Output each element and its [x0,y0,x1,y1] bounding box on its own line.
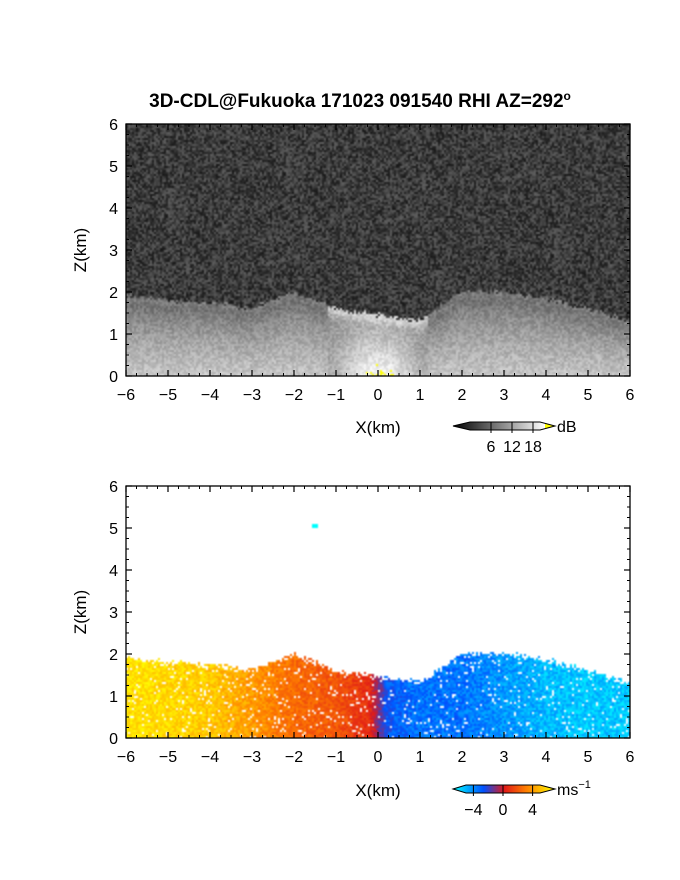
x-tick-label: 2 [458,387,467,404]
x-tick-label: −5 [159,387,177,404]
y-tick-label: 5 [109,159,118,176]
x-tick-label: −4 [201,387,219,404]
reflectivity-colorbar: dB 6 12 18 [452,419,577,456]
x-tick-label: −2 [285,387,303,404]
x-tick-label: −3 [243,749,261,766]
figure-title: 3D-CDL@Fukuoka 171023 091540 RHI AZ=292o [149,89,571,112]
x-tick-label: −6 [117,749,135,766]
y-tick-label: 5 [109,521,118,538]
x-tick-label: 2 [458,749,467,766]
velocity-colorbar-ticks [472,785,534,796]
velocity-colorbar-tick-labels: −4 0 4 [464,802,537,819]
reflectivity-field [126,124,630,376]
reflectivity-ticks [125,123,631,377]
y-tick-label: 2 [109,647,118,664]
colorbar-tick-label: 0 [499,802,508,819]
x-tick-label: 4 [542,387,551,404]
x-tick-label: 1 [416,387,425,404]
y-tick-label: 6 [109,117,118,134]
x-tick-label: −3 [243,387,261,404]
velocity-ticks [125,485,631,739]
y-tick-label: 4 [109,201,118,218]
reflectivity-y-tick-labels: 0 1 2 3 4 5 6 [109,117,118,386]
x-tick-label: 6 [626,749,635,766]
velocity-colorbar-bar [451,784,557,794]
x-tick-label: 5 [584,749,593,766]
y-tick-label: 1 [109,689,118,706]
x-tick-label: 5 [584,387,593,404]
reflectivity-colorbar-bar [452,421,557,431]
colorbar-tick-label: 4 [528,802,537,819]
x-tick-label: −1 [327,749,345,766]
x-tick-label: −2 [285,749,303,766]
x-tick-label: 3 [500,387,509,404]
colorbar-tick-label: 12 [503,439,521,456]
reflectivity-x-tick-labels: −6 −5 −4 −3 −2 −1 0 1 2 3 4 5 6 [117,387,635,404]
velocity-y-tick-labels: 0 1 2 3 4 5 6 [109,479,118,748]
velocity-y-axis-label: Z(km) [71,590,90,634]
velocity-colorbar-unit: ms−1 [557,779,591,799]
y-tick-label: 1 [109,327,118,344]
y-tick-label: 0 [109,369,118,386]
x-tick-label: −4 [201,749,219,766]
reflectivity-colorbar-ticks [490,422,534,433]
reflectivity-y-axis-label: Z(km) [71,228,90,272]
y-tick-label: 0 [109,731,118,748]
velocity-field [126,486,630,738]
x-tick-label: 0 [374,749,383,766]
x-tick-label: 6 [626,387,635,404]
x-tick-label: 1 [416,749,425,766]
reflectivity-x-axis-label: X(km) [355,418,400,437]
y-tick-label: 4 [109,563,118,580]
velocity-x-tick-labels: −6 −5 −4 −3 −2 −1 0 1 2 3 4 5 6 [117,749,635,766]
y-tick-label: 3 [109,243,118,260]
velocity-colorbar: ms−1 −4 0 4 [451,779,591,819]
x-tick-label: −1 [327,387,345,404]
x-tick-label: 3 [500,749,509,766]
velocity-x-axis-label: X(km) [355,781,400,800]
y-tick-label: 2 [109,285,118,302]
y-tick-label: 6 [109,479,118,496]
x-tick-label: −6 [117,387,135,404]
x-tick-label: 0 [374,387,383,404]
reflectivity-colorbar-tick-labels: 6 12 18 [487,439,542,456]
colorbar-tick-label: 18 [524,439,542,456]
y-tick-label: 3 [109,605,118,622]
colorbar-tick-label: −4 [464,802,482,819]
x-tick-label: 4 [542,749,551,766]
x-tick-label: −5 [159,749,177,766]
colorbar-tick-label: 6 [487,439,496,456]
reflectivity-colorbar-unit: dB [557,419,577,436]
